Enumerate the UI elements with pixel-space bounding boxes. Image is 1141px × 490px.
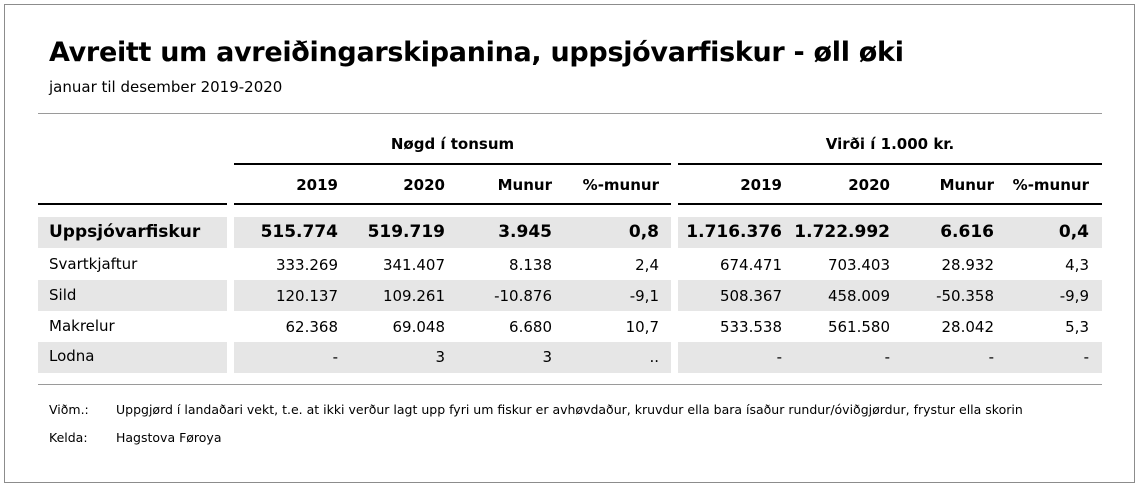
table-cell: 6.616 — [940, 222, 994, 242]
column-header-munur-quantity: Munur — [497, 176, 552, 194]
table-cell: 3 — [435, 348, 445, 366]
table-cell: .. — [649, 348, 659, 366]
table-cell: 3 — [542, 348, 552, 366]
table-cell: 109.261 — [382, 287, 445, 305]
row-band — [38, 342, 227, 373]
table-cell: - — [988, 348, 994, 366]
column-header-pct-quantity: %-munur — [582, 176, 659, 194]
row-label: Makrelur — [49, 317, 115, 335]
group-header-quantity: Nøgd í tonsum — [390, 135, 515, 153]
table-cell: 0,8 — [628, 222, 659, 242]
group-header-value: Virði í 1.000 kr. — [825, 135, 955, 153]
table-cell: 674.471 — [719, 256, 782, 274]
row-band — [678, 342, 1102, 373]
table-cell: 1.716.376 — [686, 222, 782, 242]
row-band — [234, 217, 671, 248]
row-band — [234, 342, 671, 373]
column-header-munur-value: Munur — [939, 176, 994, 194]
source-label: Kelda: — [49, 430, 88, 445]
table-cell: 10,7 — [625, 318, 659, 336]
table-cell: 2,4 — [635, 256, 659, 274]
table-cell: 62.368 — [285, 318, 339, 336]
row-band — [234, 280, 671, 311]
table-cell: -50.358 — [936, 287, 994, 305]
table-cell: 28.932 — [941, 256, 995, 274]
page-title: Avreitt um avreiðingarskipanina, uppsjóv… — [49, 37, 904, 68]
table-cell: 120.137 — [275, 287, 338, 305]
group-underline-value — [678, 163, 1102, 165]
row-band — [678, 280, 1102, 311]
note-label: Viðm.: — [49, 402, 89, 417]
group-underline-quantity — [234, 163, 671, 165]
table-cell: 515.774 — [260, 222, 338, 242]
column-header-2020-quantity: 2020 — [403, 176, 445, 194]
table-cell: 1.722.992 — [794, 222, 890, 242]
table-cell: 519.719 — [367, 222, 445, 242]
table-cell: 5,3 — [1065, 318, 1089, 336]
table-cell: 28.042 — [941, 318, 995, 336]
row-band — [678, 217, 1102, 248]
row-label-total: Uppsjóvarfiskur — [49, 222, 201, 242]
note-text: Uppgjørd í landaðari vekt, t.e. at ikki … — [116, 402, 1023, 417]
table-cell: 533.538 — [719, 318, 782, 336]
table-cell: - — [776, 348, 782, 366]
column-header-pct-value: %-munur — [1012, 176, 1089, 194]
bottom-divider — [38, 384, 1102, 385]
top-divider — [38, 113, 1102, 114]
header-underline-quantity — [234, 203, 671, 205]
table-cell: 3.945 — [498, 222, 552, 242]
table-cell: - — [1083, 348, 1089, 366]
row-label: Sild — [49, 286, 77, 304]
table-cell: 561.580 — [827, 318, 890, 336]
table-cell: - — [884, 348, 890, 366]
table-cell: 69.048 — [392, 318, 446, 336]
row-band — [38, 217, 227, 248]
table-cell: - — [332, 348, 338, 366]
table-cell: -9,1 — [629, 287, 659, 305]
table-cell: 508.367 — [719, 287, 782, 305]
column-header-2019-quantity: 2019 — [296, 176, 338, 194]
table-cell: 333.269 — [275, 256, 338, 274]
row-label: Lodna — [49, 347, 95, 365]
page-subtitle: januar til desember 2019-2020 — [49, 78, 283, 96]
table-cell: 703.403 — [827, 256, 890, 274]
column-header-2019-value: 2019 — [740, 176, 782, 194]
source-text: Hagstova Føroya — [116, 430, 222, 445]
table-cell: 341.407 — [382, 256, 445, 274]
table-cell: -9,9 — [1059, 287, 1089, 305]
column-header-2020-value: 2020 — [848, 176, 890, 194]
table-cell: 0,4 — [1058, 222, 1089, 242]
table-cell: 6.680 — [509, 318, 552, 336]
table-cell: 458.009 — [827, 287, 890, 305]
table-cell: 8.138 — [509, 256, 552, 274]
row-label: Svartkjaftur — [49, 255, 138, 273]
header-underline-value — [678, 203, 1102, 205]
table-cell: -10.876 — [494, 287, 552, 305]
row-band — [38, 280, 227, 311]
header-underline-label — [38, 203, 227, 205]
table-cell: 4,3 — [1065, 256, 1089, 274]
